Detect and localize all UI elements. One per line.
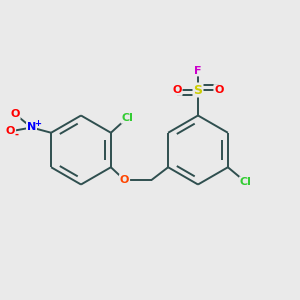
Text: Cl: Cl [240,177,252,187]
Text: O: O [6,125,15,136]
Text: N: N [27,122,36,133]
Text: F: F [194,65,202,76]
Text: O: O [120,175,129,185]
Text: -: - [14,130,19,140]
Text: O: O [172,85,182,95]
Text: Cl: Cl [122,113,133,123]
Text: S: S [194,83,202,97]
Text: O: O [10,109,20,119]
Text: +: + [34,119,42,128]
Text: O: O [214,85,224,95]
